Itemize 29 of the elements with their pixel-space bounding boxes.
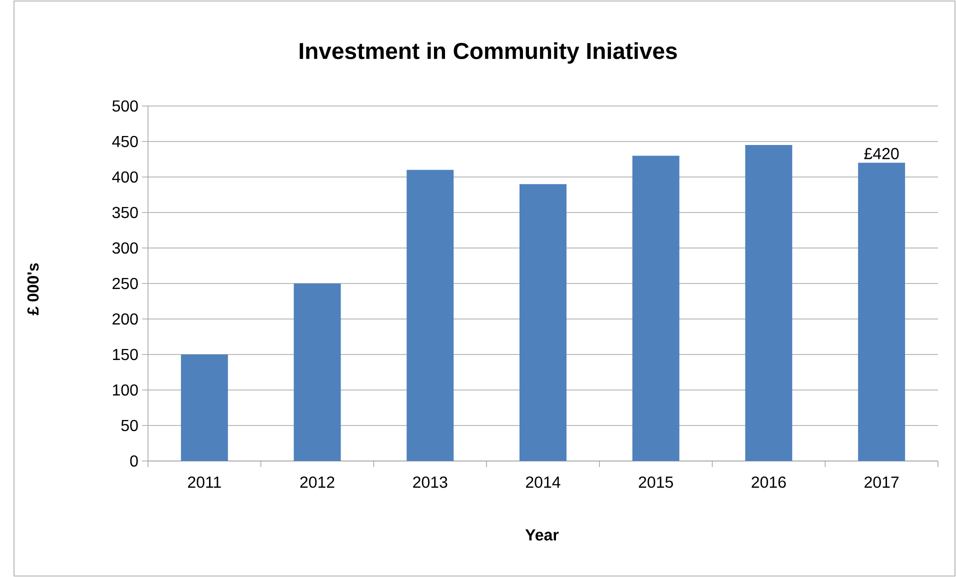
y-tick-label: 250 xyxy=(112,278,138,290)
x-tick-label: 2016 xyxy=(752,476,786,488)
bar xyxy=(520,184,567,461)
bar xyxy=(858,162,906,461)
x-axis-title: Year xyxy=(525,529,559,541)
x-tick-label: 2013 xyxy=(413,476,448,488)
bar xyxy=(632,156,680,461)
y-tick-label: 150 xyxy=(113,348,138,360)
y-tick-label: 350 xyxy=(112,206,138,218)
bar xyxy=(180,354,228,461)
bar xyxy=(406,170,454,461)
chart-title: Investment in Community Iniatives xyxy=(300,42,677,64)
y-axis-title: £ 000's xyxy=(27,263,39,316)
y-tick-label: 450 xyxy=(112,136,138,148)
y-tick-label: 50 xyxy=(121,420,138,432)
y-tick-label: 0 xyxy=(130,455,138,467)
y-tick-label: 500 xyxy=(112,100,138,112)
x-tick-label: 2012 xyxy=(300,476,334,488)
y-tick-label: 400 xyxy=(112,171,138,183)
data-label: £420 xyxy=(864,148,899,160)
x-tick-label: 2011 xyxy=(188,476,221,488)
x-tick-label: 2014 xyxy=(526,476,560,488)
y-tick-label: 300 xyxy=(112,242,138,254)
y-tick-label: 200 xyxy=(112,313,138,325)
bar xyxy=(294,283,341,461)
bar xyxy=(745,145,792,461)
x-tick-label: 2017 xyxy=(864,476,899,488)
x-tick-label: 2015 xyxy=(638,476,673,488)
y-tick-label: 100 xyxy=(113,384,138,396)
